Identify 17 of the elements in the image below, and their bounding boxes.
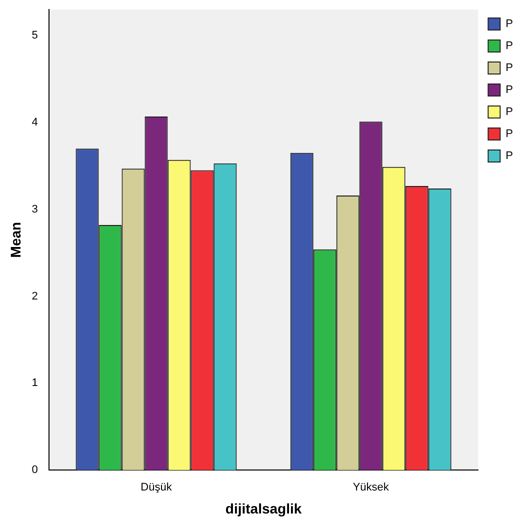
y-tick-label: 3 — [32, 203, 38, 216]
legend-label: P — [506, 40, 514, 52]
y-tick-label: 0 — [32, 464, 38, 476]
y-tick-label: 5 — [32, 30, 38, 42]
legend-label: P — [506, 106, 514, 118]
y-tick-label: 2 — [32, 290, 38, 302]
legend-label: P — [506, 18, 514, 30]
x-tick-label: Düşük — [140, 482, 172, 494]
y-axis-title: Mean — [7, 222, 24, 258]
y-tick-label: 1 — [32, 377, 38, 390]
x-axis-title: dijitalsaglik — [225, 500, 302, 516]
legend-label: P — [506, 150, 514, 162]
legend-label: P — [506, 128, 514, 140]
x-tick-label: Yüksek — [352, 482, 390, 494]
legend-label: P — [506, 62, 514, 74]
legend-label: P — [506, 84, 514, 96]
y-tick-label: 4 — [32, 116, 38, 129]
